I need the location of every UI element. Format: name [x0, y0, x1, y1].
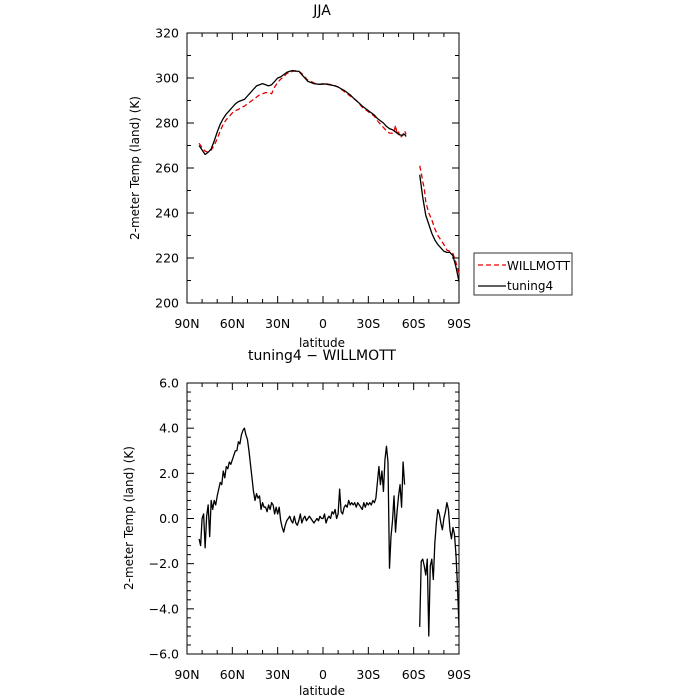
bottom-series: [198, 427, 460, 637]
bottom-y-axis-label: 2-meter Temp (land) (K): [122, 446, 136, 590]
bottom-title: tuning4 − WILLMOTT: [248, 348, 396, 364]
bottom-y-tick-label: −6.0: [149, 647, 179, 662]
bottom-y-tick-label: 2.0: [159, 466, 179, 481]
top-y-tick-label: 280: [155, 116, 179, 131]
bottom-tick-labels: 90N 60N 30N 0 30S 60S 90S −6.0 −4.0 −2.0 0.0 2.0 4.0…: [149, 376, 471, 683]
top-x-tick-label: 90N: [174, 316, 199, 331]
top-panel: JJA 90N 60N 30N 0 30S 60S 90S 200 220 240 260 280 30…: [128, 3, 573, 350]
bottom-x-tick-label: 90S: [447, 667, 471, 682]
bottom-x-tick-label: 60S: [402, 667, 426, 682]
top-x-tick-label: 30S: [356, 316, 380, 331]
top-y-tick-label: 260: [155, 161, 179, 176]
legend-box: [473, 252, 573, 296]
top-y-tick-label: 200: [155, 296, 179, 311]
top-x-tick-label: 30N: [265, 316, 290, 331]
top-axis-ticks: [186, 32, 460, 304]
top-series-willmott-segment-2: [419, 165, 460, 274]
top-series-willmott-segment-1: [198, 70, 407, 153]
top-x-tick-label: 60S: [402, 316, 426, 331]
top-x-tick-label: 60N: [220, 316, 245, 331]
bottom-y-tick-label: 4.0: [159, 421, 179, 436]
top-y-tick-label: 220: [155, 251, 179, 266]
top-x-tick-label: 0: [319, 316, 327, 331]
top-y-tick-label: 320: [155, 26, 179, 41]
legend-label-willmott: WILLMOTT: [507, 259, 571, 273]
legend: WILLMOTT tuning4: [473, 252, 573, 296]
top-tick-labels: 90N 60N 30N 0 30S 60S 90S 200 220 240 260 280 300 320: [155, 26, 471, 332]
bottom-x-tick-label: 60N: [220, 667, 245, 682]
top-series: [198, 69, 460, 282]
bottom-y-tick-label: 0.0: [159, 511, 179, 526]
bottom-x-tick-label: 0: [319, 667, 327, 682]
bottom-x-axis-label: latitude: [299, 684, 345, 698]
top-title: JJA: [312, 3, 331, 19]
top-y-tick-label: 240: [155, 206, 179, 221]
top-series-tuning4-segment-1: [198, 69, 407, 156]
top-x-tick-label: 90S: [447, 316, 471, 331]
top-series-tuning4-segment-2: [419, 174, 460, 282]
top-y-tick-label: 300: [155, 71, 179, 86]
top-x-axis-label: latitude: [299, 336, 345, 350]
bottom-x-tick-label: 30S: [356, 667, 380, 682]
bottom-series-difference-segment-1: [198, 427, 406, 569]
legend-label-tuning4: tuning4: [507, 279, 553, 293]
bottom-series-difference-segment-2: [419, 502, 460, 637]
bottom-x-tick-label: 90N: [174, 667, 199, 682]
bottom-y-tick-label: 6.0: [159, 376, 179, 391]
bottom-y-tick-label: −4.0: [149, 601, 179, 616]
top-plot-frame: [186, 32, 460, 304]
bottom-panel: tuning4 − WILLMOTT 90N 60N 30N 0 30S 60S 90S −6…: [122, 348, 471, 698]
top-y-axis-label: 2-meter Temp (land) (K): [128, 96, 142, 240]
bottom-x-tick-label: 30N: [265, 667, 290, 682]
bottom-axis-ticks: [186, 382, 460, 655]
bottom-y-tick-label: −2.0: [149, 556, 179, 571]
